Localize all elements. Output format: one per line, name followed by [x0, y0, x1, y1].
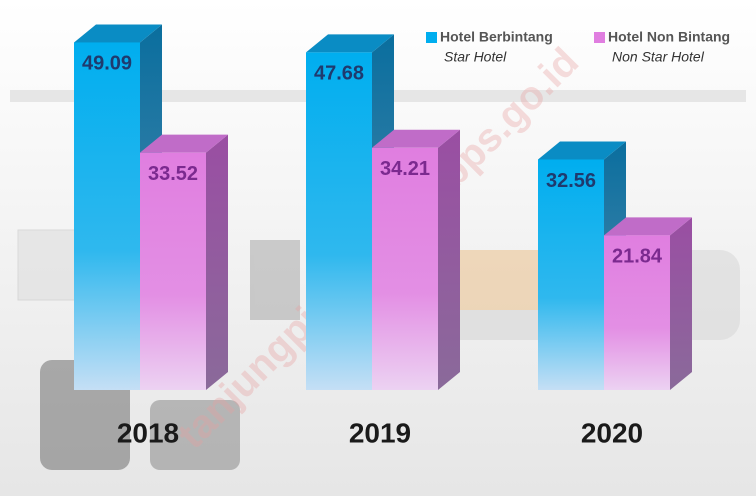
data-label: 34.21 [380, 158, 430, 180]
data-label: 21.84 [612, 246, 663, 268]
legend-label: Hotel Non Bintang [608, 29, 730, 45]
bar-top [604, 217, 692, 236]
bar-top [372, 129, 460, 148]
bar-top [306, 34, 394, 53]
bar-side [206, 134, 228, 390]
bar [306, 52, 372, 390]
bar [538, 159, 604, 390]
bar [140, 152, 206, 390]
legend-label: Hotel Berbintang [440, 29, 553, 45]
data-label: 32.56 [546, 170, 596, 192]
data-label: 33.52 [148, 163, 198, 185]
x-tick-label: 2018 [117, 417, 179, 448]
bar [604, 235, 670, 390]
bar [372, 147, 438, 390]
bar-side [670, 217, 692, 390]
legend-swatch [594, 32, 605, 43]
bar-top [140, 134, 228, 153]
x-tick-label: 2020 [581, 417, 643, 448]
data-label: 47.68 [314, 63, 364, 85]
legend-label-en: Star Hotel [444, 49, 507, 65]
legend-label-en: Non Star Hotel [612, 49, 705, 65]
x-tick-label: 2019 [349, 417, 411, 448]
bar-side [438, 129, 460, 390]
bar-top [538, 141, 626, 160]
legend-swatch [426, 32, 437, 43]
bar-top [74, 24, 162, 43]
data-label: 49.09 [82, 53, 132, 75]
bar [74, 42, 140, 390]
